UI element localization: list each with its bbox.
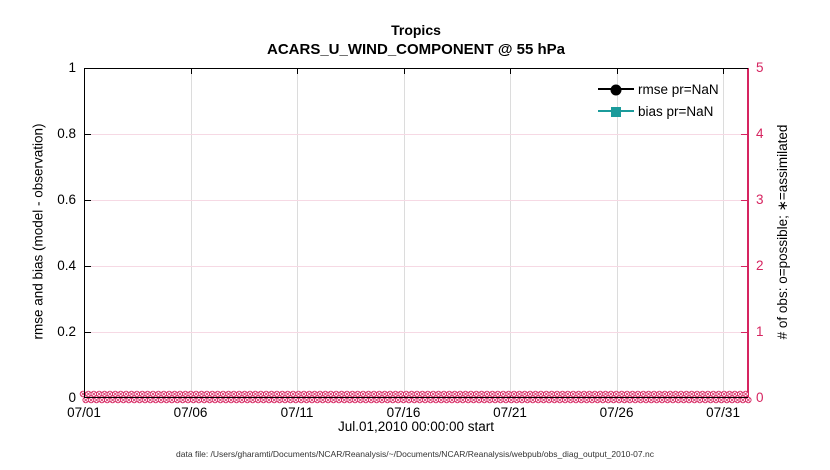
rmse-line-sample (598, 84, 634, 96)
gridline-horizontal (85, 200, 747, 201)
y-left-tick-label: 0.6 (57, 192, 76, 207)
chart-subtitle: ACARS_U_WIND_COMPONENT @ 55 hPa (266, 41, 565, 58)
x-tick-mark-top (190, 68, 192, 74)
gridline-horizontal (85, 134, 747, 135)
legend-label-bias: bias pr=NaN (638, 103, 714, 119)
x-tick-label: 07/01 (67, 405, 101, 420)
right-spine (747, 68, 749, 398)
gridline-vertical (403, 69, 405, 397)
y-right-tick-label: 0 (756, 390, 764, 405)
x-tick-label: 07/26 (599, 405, 634, 420)
y-left-tick-mark (85, 332, 91, 333)
y-left-tick-label: 1 (68, 60, 76, 75)
legend-item-bias: bias pr=NaN (598, 100, 719, 122)
legend-label-rmse: rmse pr=NaN (638, 81, 719, 97)
y-right-tick-label: 5 (756, 60, 764, 75)
x-tick-mark-top (616, 68, 618, 74)
y-right-tick-mark (741, 266, 747, 267)
gridline-vertical (510, 69, 512, 397)
y-left-tick-label: 0.4 (57, 258, 76, 273)
x-tick-label: 07/11 (280, 405, 314, 420)
x-tick-mark-top (510, 68, 512, 74)
obs-count-markers (79, 390, 752, 403)
x-tick-mark-top (297, 68, 299, 74)
y-right-tick-label: 1 (756, 324, 764, 339)
bias-square-marker-icon (611, 107, 621, 117)
x-tick-label: 07/16 (386, 405, 421, 420)
y-left-tick-mark (85, 200, 91, 201)
y-right-tick-mark (741, 134, 747, 135)
chart-title: Tropics (391, 22, 441, 38)
legend: rmse pr=NaN bias pr=NaN (598, 78, 719, 122)
x-tick-label: 07/31 (706, 405, 740, 420)
plot-frame (84, 68, 748, 398)
x-tick-mark-top (403, 68, 405, 74)
legend-item-rmse: rmse pr=NaN (598, 78, 719, 100)
gridline-vertical (616, 69, 618, 397)
y-left-tick-label: 0 (68, 390, 76, 405)
gridline-horizontal (85, 266, 747, 267)
x-axis-label: Jul.01,2010 00:00:00 start (337, 419, 495, 434)
y-right-tick-label: 2 (756, 258, 764, 273)
x-tick-label: 07/06 (173, 405, 208, 420)
y-right-tick-mark (741, 200, 747, 201)
data-file-footer: data file: /Users/gharamti/Documents/NCA… (176, 449, 654, 459)
x-tick-label: 07/21 (493, 405, 527, 420)
x-tick-mark-top (723, 68, 725, 74)
y-left-tick-mark (85, 134, 91, 135)
y-right-tick-mark (741, 332, 747, 333)
y-left-tick-label: 0.2 (57, 324, 76, 339)
y-right-tick-label: 3 (756, 192, 764, 207)
gridline-vertical (190, 69, 192, 397)
gridline-horizontal (85, 332, 747, 333)
y-left-tick-label: 0.8 (57, 126, 76, 141)
rmse-circle-marker-icon (610, 84, 622, 96)
gridline-vertical (297, 69, 299, 397)
gridline-vertical (723, 69, 725, 397)
y-right-tick-label: 4 (756, 126, 764, 141)
bias-line-sample (598, 107, 634, 117)
y-left-tick-mark (85, 266, 91, 267)
